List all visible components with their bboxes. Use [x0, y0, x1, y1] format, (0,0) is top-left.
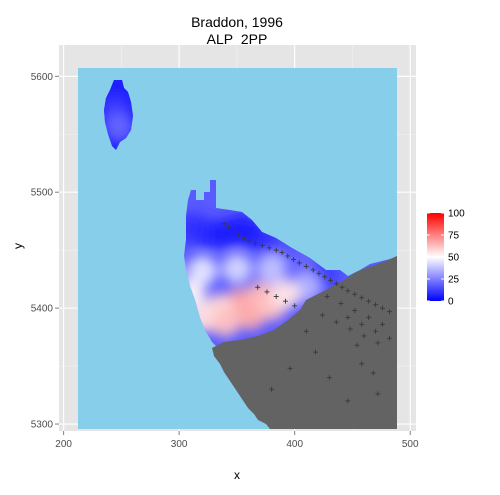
x-axis-label: x — [234, 468, 240, 482]
point-marker — [328, 277, 334, 283]
chart-title: Braddon, 1996 — [191, 14, 283, 30]
point-marker — [252, 240, 258, 246]
point-marker — [259, 243, 265, 249]
point-marker — [354, 342, 360, 348]
point-marker — [230, 229, 236, 235]
point-marker — [292, 303, 298, 309]
point-marker — [226, 224, 232, 230]
y-tick-label: 5300 — [31, 420, 54, 431]
point-marker — [345, 314, 351, 320]
point-marker — [310, 267, 316, 273]
point-marker — [361, 333, 367, 339]
point-marker — [373, 328, 379, 334]
point-marker — [285, 253, 291, 259]
heat-cell — [104, 112, 135, 143]
map-area — [78, 68, 397, 429]
point-marker — [359, 321, 365, 327]
point-marker — [287, 365, 293, 371]
point-marker — [359, 361, 365, 367]
point-marker — [386, 335, 392, 341]
point-marker — [339, 284, 345, 290]
point-marker — [366, 314, 372, 320]
heat-cell — [210, 307, 241, 338]
point-marker — [333, 281, 339, 287]
point-marker — [370, 370, 376, 376]
point-marker — [241, 236, 247, 242]
point-marker — [366, 298, 372, 304]
legend: 0 25 50 75 100 — [427, 209, 465, 308]
point-marker — [312, 349, 318, 355]
point-marker — [359, 295, 365, 301]
heat-cell — [187, 256, 218, 287]
point-marker — [235, 232, 241, 238]
point-marker — [347, 326, 353, 332]
point-marker — [266, 245, 272, 251]
point-marker — [282, 298, 288, 304]
point-marker — [386, 309, 392, 315]
point-marker — [319, 312, 325, 318]
heat-cell — [270, 279, 301, 310]
y-tick-label: 5400 — [31, 304, 54, 315]
point-marker — [379, 305, 385, 311]
point-marker — [316, 270, 322, 276]
legend-tick-label: 50 — [448, 253, 460, 264]
legend-tick-label: 100 — [448, 209, 465, 220]
point-marker — [375, 391, 381, 397]
point-marker — [352, 307, 358, 313]
point-marker — [296, 260, 302, 266]
point-marker — [324, 294, 330, 300]
point-marker — [279, 249, 285, 255]
point-marker — [375, 340, 381, 346]
legend-colorbar — [427, 213, 444, 301]
axes: 200 300 400 500 5300 5400 5500 5600 — [31, 72, 419, 450]
point-marker — [379, 321, 385, 327]
point-marker — [303, 263, 309, 269]
point-marker — [255, 284, 261, 290]
legend-tick-label: 25 — [448, 275, 460, 286]
point-marker — [322, 274, 328, 280]
point-marker — [264, 289, 270, 295]
point-marker — [273, 294, 279, 300]
legend-tick-label: 0 — [448, 297, 454, 308]
point-marker — [269, 386, 275, 392]
point-marker — [338, 300, 344, 306]
y-tick-label: 5500 — [31, 188, 54, 199]
point-marker — [345, 288, 351, 294]
point-marker — [333, 319, 339, 325]
point-marker — [247, 238, 253, 244]
x-tick-label: 300 — [171, 439, 188, 450]
y-tick-label: 5600 — [31, 72, 54, 83]
point-marker — [352, 291, 358, 297]
heat-cell — [256, 253, 287, 284]
heat-cell — [221, 253, 252, 284]
point-marker — [373, 302, 379, 308]
point-marker — [273, 247, 279, 253]
x-tick-label: 200 — [55, 439, 72, 450]
chart-subtitle: ALP_2PP — [207, 31, 268, 47]
legend-tick-label: 75 — [448, 231, 460, 242]
point-marker — [291, 256, 297, 262]
point-marker — [303, 328, 309, 334]
land-region — [212, 256, 397, 429]
y-axis-label: y — [11, 243, 25, 249]
point-marker — [345, 398, 351, 404]
x-tick-label: 500 — [402, 439, 419, 450]
point-marker — [221, 221, 227, 227]
point-markers — [221, 221, 392, 404]
x-tick-label: 400 — [286, 439, 303, 450]
point-marker — [326, 375, 332, 381]
